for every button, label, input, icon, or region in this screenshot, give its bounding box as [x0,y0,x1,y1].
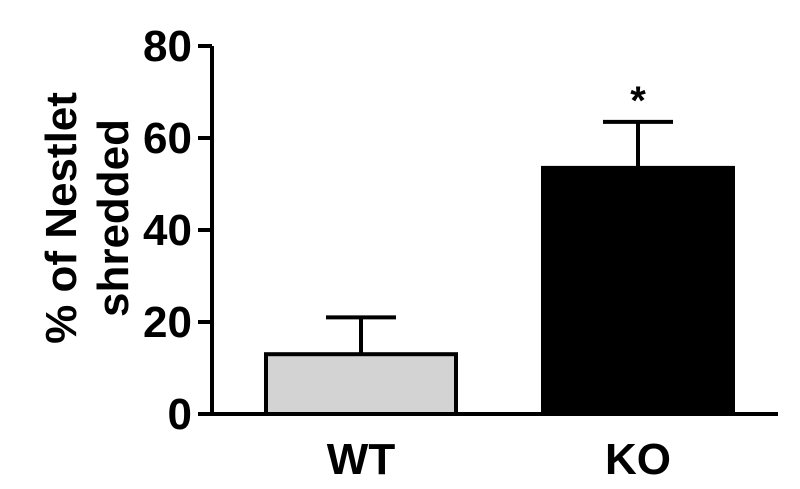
plot-area: WT KO * 0 20 40 60 80 [143,22,778,484]
y-tick-label-60: 60 [143,114,192,163]
y-tick-label-20: 20 [143,298,192,347]
y-tick-label-0: 0 [168,390,192,439]
y-axis-label: % of Nestlet shredded [37,92,138,344]
x-tick-label-wt: WT [327,435,396,484]
y-tick-label-80: 80 [143,22,192,71]
bar-wt [264,352,458,417]
x-tick-label-ko: KO [605,435,671,484]
significance-marker: * [630,79,646,123]
bar-ko [541,165,735,416]
y-axis-label-line-2: shredded [89,119,138,317]
y-tick-label-40: 40 [143,206,192,255]
y-axis-label-line-1: % of Nestlet [37,92,86,344]
